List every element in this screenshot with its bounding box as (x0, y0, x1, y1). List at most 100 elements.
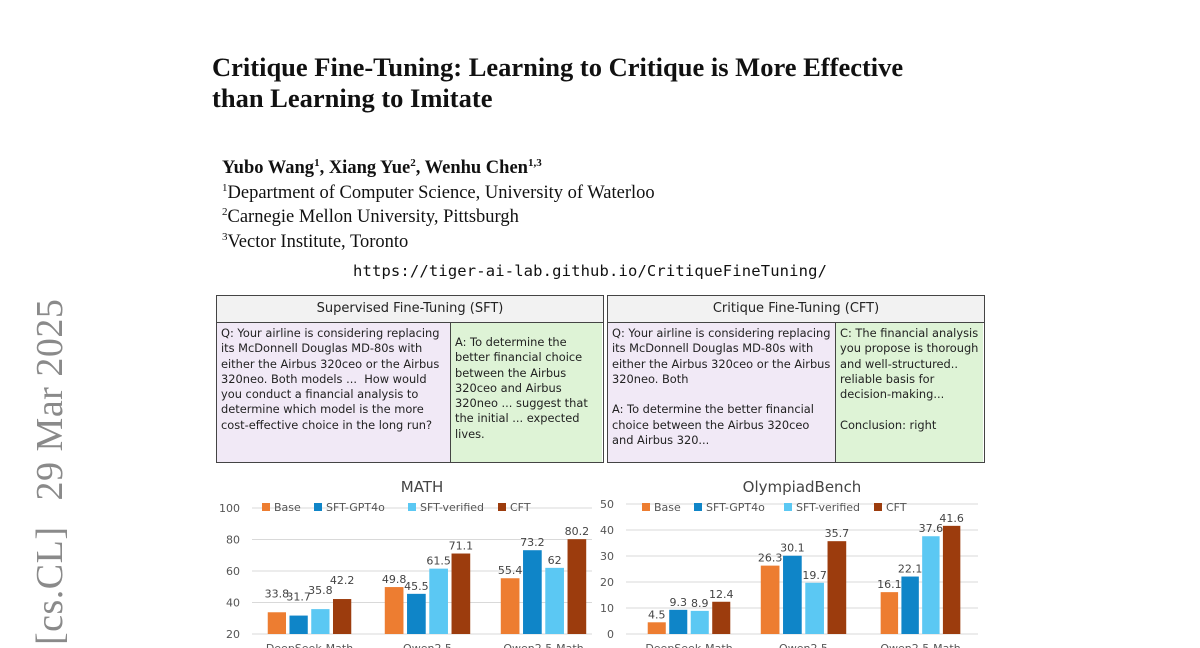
category-label: Qwen2.5 (403, 642, 452, 648)
data-label: 55.4 (498, 564, 523, 577)
legend-label: SFT-verified (796, 501, 860, 514)
bar (942, 525, 961, 634)
bar (545, 567, 564, 634)
chart-title: MATH (401, 478, 443, 496)
author-affiliation-mark: 1,3 (527, 157, 542, 169)
cft-question-cell: Q: Your airline is considering replacing… (608, 323, 836, 462)
data-label: 37.6 (919, 522, 944, 535)
affiliation-mark: 2 (222, 206, 228, 218)
y-tick-label: 0 (607, 628, 614, 641)
legend-label: SFT-verified (420, 501, 484, 514)
data-label: 16.1 (877, 578, 902, 591)
data-label: 35.8 (308, 584, 333, 597)
y-tick-label: 60 (226, 565, 240, 578)
affiliation-mark: 3 (222, 230, 228, 243)
sft-question-cell: Q: Your airline is considering replacing… (217, 323, 451, 462)
data-label: 4.5 (648, 608, 666, 621)
data-label: 45.5 (404, 580, 429, 593)
author-affiliation-mark: 2 (410, 157, 416, 169)
category-label: DeepSeek-Math (645, 642, 732, 648)
cft-panel-title: Critique Fine-Tuning (CFT) (608, 296, 984, 323)
category-label: Qwen2.5 (779, 642, 828, 648)
affiliation: 1Department of Computer Science, Univers… (222, 181, 655, 206)
bar (267, 612, 287, 634)
category-label: Qwen2.5-Math (503, 642, 583, 648)
y-tick-label: 100 (219, 502, 240, 515)
bar (712, 601, 731, 634)
y-tick-label: 50 (600, 498, 614, 511)
bar (500, 578, 520, 634)
legend-swatch (498, 503, 506, 511)
data-label: 73.2 (520, 536, 545, 549)
legend-label: Base (274, 501, 301, 514)
bar (647, 622, 666, 634)
data-label: 8.9 (691, 597, 709, 610)
data-label: 41.6 (939, 512, 964, 525)
data-label: 49.8 (382, 573, 407, 586)
data-label: 26.3 (758, 552, 783, 565)
data-label: 31.7 (286, 591, 311, 604)
data-label: 61.5 (426, 555, 451, 568)
bar (407, 593, 426, 634)
legend-swatch (314, 503, 322, 511)
olympiadbench-bar-chart: OlympiadBench 0 10 20 30 40 50 Base SFT-GPT4o SFT… (600, 478, 978, 648)
legend-label: Base (654, 501, 681, 514)
bar (429, 568, 448, 634)
data-label: 80.2 (565, 525, 590, 538)
paper-title-line-1: Critique Fine-Tuning: Learning to Critiq… (212, 52, 904, 82)
data-label: 30.1 (780, 542, 805, 555)
affiliation: 3Vector Institute, Toronto (222, 230, 655, 255)
legend-label: SFT-GPT4o (326, 501, 385, 514)
project-url-link[interactable]: https://tiger-ai-lab.github.io/CritiqueF… (353, 262, 828, 280)
y-tick-label: 20 (226, 628, 240, 641)
author-name: Xiang Yue (328, 158, 411, 178)
affiliation-mark: 1 (222, 181, 228, 194)
bar (669, 609, 688, 634)
bar (783, 555, 802, 634)
author-list: Yubo Wang1, Xiang Yue2, Wenhu Chen1,3 (222, 156, 655, 181)
bar (523, 550, 542, 634)
sft-panel: Supervised Fine-Tuning (SFT) Q: Your air… (216, 295, 604, 463)
data-label: 71.1 (449, 540, 474, 553)
data-label: 19.7 (802, 569, 827, 582)
author-affiliation-mark: 1 (314, 157, 320, 169)
affiliation-text: Carnegie Mellon University, Pittsburgh (227, 207, 519, 227)
author-name: Yubo Wang (222, 158, 315, 178)
paper-title: Critique Fine-Tuning: Learning to Critiq… (212, 52, 1012, 114)
bar (451, 553, 471, 634)
y-tick-label: 40 (600, 524, 614, 537)
chart-title: OlympiadBench (743, 478, 862, 496)
bar (384, 587, 404, 634)
math-bar-chart: MATH 20 40 60 80 100 Base SFT-GPT4o SFT-verified… (219, 478, 592, 648)
legend-swatch (262, 503, 270, 511)
author-separator: , (319, 158, 329, 178)
affiliation-text: Vector Institute, Toronto (227, 231, 409, 252)
legend-label: SFT-GPT4o (706, 501, 765, 514)
arxiv-side-stamp: [cs.CL] 29 Mar 2025 (28, 299, 72, 645)
y-tick-label: 80 (226, 534, 240, 547)
arxiv-date: 29 Mar 2025 (29, 298, 71, 501)
data-label: 33.8 (265, 587, 290, 600)
affiliation: 2Carnegie Mellon University, Pittsburgh (222, 205, 655, 230)
y-tick-label: 40 (226, 597, 240, 610)
data-label: 42.2 (330, 574, 355, 587)
cft-critique-cell: C: The financial analysis you propose is… (836, 323, 983, 462)
cft-panel: Critique Fine-Tuning (CFT) Q: Your airli… (607, 295, 985, 463)
bar (901, 576, 919, 634)
category-label: Qwen2.5-Math (880, 642, 960, 648)
bar (922, 536, 940, 634)
bar (880, 592, 899, 634)
y-tick-label: 30 (600, 550, 614, 563)
category-label: DeepSeek-Math (266, 642, 353, 648)
data-label: 22.1 (898, 563, 923, 576)
author-separator: , (415, 158, 425, 178)
bar (332, 599, 352, 634)
paper-title-line-2: than Learning to Imitate (212, 83, 493, 113)
legend-swatch (642, 503, 650, 511)
bar (567, 539, 587, 634)
legend-swatch (874, 503, 882, 511)
legend-label: CFT (510, 501, 531, 514)
data-label: 12.4 (709, 588, 734, 601)
bar (827, 541, 847, 634)
sft-panel-title: Supervised Fine-Tuning (SFT) (217, 296, 603, 323)
